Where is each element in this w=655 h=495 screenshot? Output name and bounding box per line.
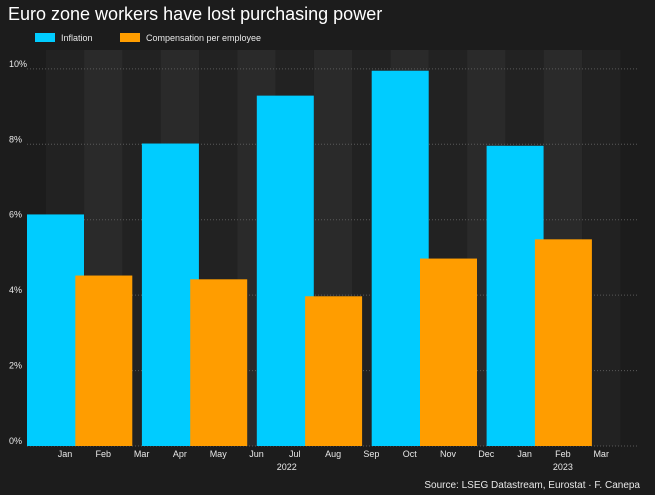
legend-swatch (35, 33, 55, 42)
x-tick-label: May (210, 449, 228, 459)
bar (305, 296, 363, 446)
x-tick-label: Jan (517, 449, 532, 459)
bar (371, 70, 429, 446)
year-label: 2022 (277, 462, 297, 472)
x-tick-label: Mar (134, 449, 150, 459)
y-tick-label: 8% (9, 134, 22, 144)
x-tick-label: Jun (249, 449, 264, 459)
x-tick-label: Apr (173, 449, 187, 459)
bar (486, 145, 544, 446)
legend-label: Compensation per employee (146, 33, 261, 43)
x-tick-label: Feb (555, 449, 571, 459)
bar (534, 239, 592, 446)
bar (141, 143, 199, 446)
y-tick-label: 10% (9, 59, 27, 69)
bar (75, 275, 133, 446)
y-tick-label: 0% (9, 436, 22, 446)
x-tick-label: Sep (363, 449, 379, 459)
x-tick-label: Jul (289, 449, 301, 459)
bar (256, 95, 314, 447)
x-tick-label: Jan (58, 449, 73, 459)
y-tick-label: 2% (9, 361, 22, 371)
legend-label: Inflation (61, 33, 93, 43)
x-tick-label: Oct (403, 449, 418, 459)
x-tick-label: Dec (478, 449, 495, 459)
x-tick-label: Nov (440, 449, 457, 459)
x-tick-label: Feb (96, 449, 112, 459)
x-tick-label: Aug (325, 449, 341, 459)
legend-swatch (120, 33, 140, 42)
chart-title: Euro zone workers have lost purchasing p… (8, 4, 382, 24)
x-tick-label: Mar (593, 449, 609, 459)
y-tick-label: 6% (9, 210, 22, 220)
source: Source: LSEG Datastream, Eurostat · F. C… (424, 480, 640, 491)
bar (420, 258, 477, 446)
bar (190, 279, 248, 446)
year-label: 2023 (553, 462, 573, 472)
bar (27, 214, 84, 446)
y-tick-label: 4% (9, 285, 22, 295)
